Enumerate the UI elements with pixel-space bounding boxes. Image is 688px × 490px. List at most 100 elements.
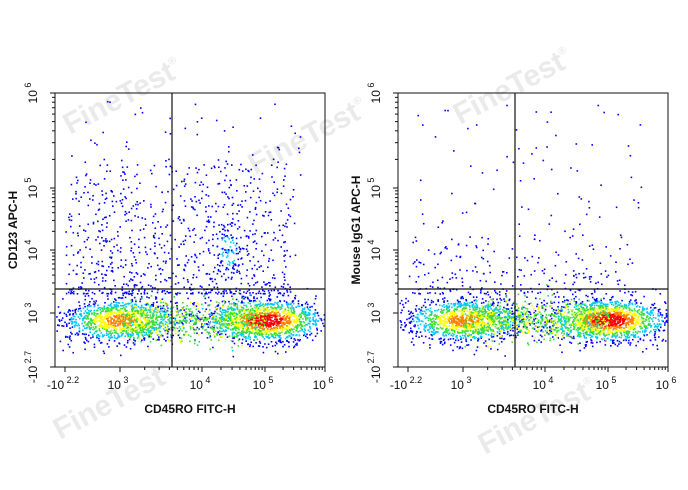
event-dot (89, 179, 92, 181)
event-dot (434, 331, 437, 333)
event-dot (96, 330, 98, 332)
event-dot (101, 224, 103, 226)
event-dot (257, 329, 260, 331)
event-dot (410, 327, 412, 330)
event-dot (218, 253, 221, 255)
event-dot (154, 213, 157, 215)
event-dot (124, 319, 126, 321)
event-dot (281, 271, 284, 274)
event-dot (140, 304, 143, 307)
event-dot (230, 225, 233, 227)
event-dot (100, 332, 103, 334)
event-dot (137, 334, 139, 336)
event-dot (260, 265, 262, 267)
event-dot (175, 170, 177, 172)
event-dot (95, 300, 97, 302)
event-dot (69, 327, 71, 329)
event-dot (476, 346, 479, 348)
event-dot (208, 249, 210, 252)
event-dot (438, 320, 440, 323)
event-dot (460, 302, 462, 305)
event-dot (265, 318, 267, 320)
event-dot (176, 326, 179, 329)
event-dot (100, 318, 102, 321)
event-dot (207, 304, 209, 307)
event-dot (313, 313, 316, 316)
event-dot (292, 321, 295, 324)
event-dot (301, 329, 303, 332)
event-dot (99, 320, 101, 322)
event-dot (56, 330, 58, 332)
event-dot (134, 303, 137, 305)
event-dot (300, 323, 303, 326)
event-dot (127, 186, 130, 189)
event-dot (92, 328, 94, 331)
event-dot (235, 326, 237, 329)
event-dot (263, 315, 266, 318)
event-dot (169, 317, 172, 319)
event-dot (90, 318, 92, 320)
event-dot (113, 336, 116, 339)
event-dot (235, 249, 238, 252)
event-dot (155, 322, 158, 324)
event-dot (95, 276, 98, 279)
event-dot (101, 237, 103, 239)
event-dot (117, 316, 120, 319)
event-dot (467, 328, 470, 331)
event-dot (269, 318, 271, 320)
event-dot (500, 328, 503, 330)
event-dot (98, 319, 100, 322)
event-dot (231, 276, 233, 279)
event-dot (239, 309, 241, 311)
event-dot (280, 307, 283, 310)
event-dot (309, 306, 311, 308)
event-dot (243, 185, 245, 187)
event-dot (487, 307, 489, 309)
event-dot (114, 298, 116, 300)
event-dot (498, 328, 501, 331)
event-dot (68, 309, 70, 312)
event-dot (74, 311, 77, 314)
event-dot (113, 315, 116, 317)
event-dot (293, 328, 295, 330)
event-dot (92, 336, 94, 338)
event-dot (309, 334, 311, 336)
event-dot (176, 310, 179, 313)
event-dot (127, 311, 130, 313)
event-dot (410, 330, 412, 332)
event-dot (412, 320, 415, 322)
event-dot (75, 197, 77, 200)
event-dot (124, 210, 127, 213)
event-dot (130, 207, 133, 210)
event-dot (77, 251, 80, 253)
event-dot (144, 274, 146, 276)
event-dot (147, 322, 149, 324)
event-dot (136, 331, 139, 333)
event-dot (119, 304, 122, 307)
event-dot (503, 321, 505, 323)
event-dot (203, 294, 206, 297)
event-dot (269, 298, 272, 301)
event-dot (268, 292, 271, 294)
event-dot (147, 329, 149, 331)
event-dot (145, 324, 148, 326)
event-dot (242, 295, 245, 298)
event-dot (68, 216, 70, 219)
event-dot (140, 107, 142, 109)
event-dot (264, 315, 267, 318)
event-dot (214, 336, 216, 338)
event-dot (227, 250, 230, 253)
event-dot (238, 328, 240, 331)
event-dot (183, 334, 186, 336)
event-dot (130, 325, 133, 327)
event-dot (143, 317, 145, 320)
event-dot (273, 337, 275, 339)
event-dot (136, 327, 139, 329)
event-dot (320, 330, 322, 332)
event-dot (289, 332, 291, 334)
event-dot (251, 323, 254, 326)
event-dot (218, 166, 220, 169)
event-dot (412, 312, 414, 315)
event-dot (128, 318, 131, 320)
event-dot (195, 200, 198, 203)
